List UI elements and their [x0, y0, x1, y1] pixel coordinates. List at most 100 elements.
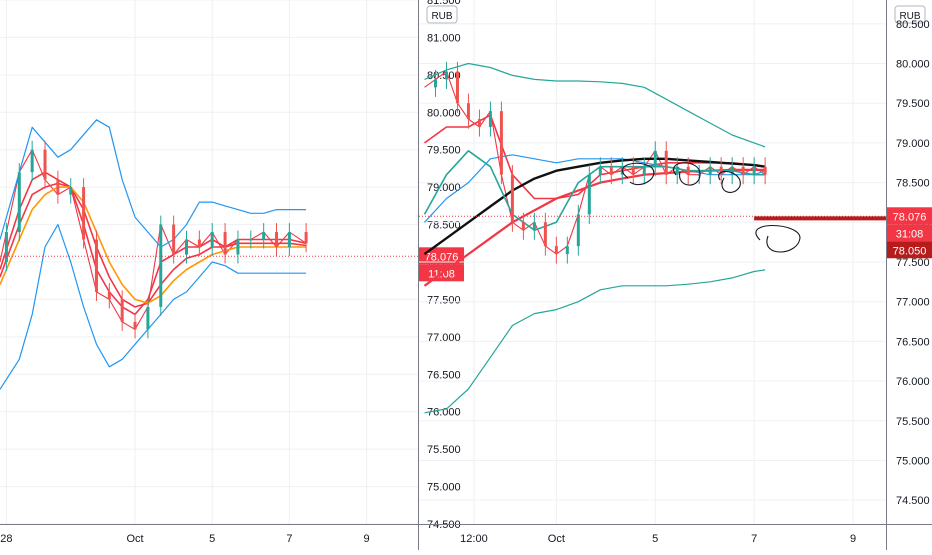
candle-body — [107, 291, 111, 300]
left-axis-unit-label: RUB — [431, 11, 452, 22]
left-chart-panel[interactable]: RUB 81.50081.00080.50080.00079.50079.000… — [0, 0, 464, 550]
x-tick-label: 5 — [652, 533, 658, 545]
y-tick-label: 79.000 — [427, 182, 461, 194]
right-axis-unit-label: RUB — [899, 11, 920, 22]
series-ema-fast — [0, 171, 307, 316]
x-tick-label: 9 — [363, 533, 369, 545]
candle-body — [642, 166, 646, 175]
candle-body — [30, 149, 34, 173]
candle-body — [719, 166, 723, 175]
series-ema-long — [423, 168, 766, 287]
x-tick-label: 9 — [850, 533, 856, 545]
candle-body — [433, 79, 437, 88]
candle-body — [653, 150, 657, 167]
candle-body — [466, 103, 470, 120]
candle-body — [4, 232, 8, 262]
y-tick-label: 81.000 — [427, 32, 461, 44]
y-tick-label: 75.500 — [427, 444, 461, 456]
current-price-badge — [887, 207, 932, 225]
y-tick-label: 81.500 — [427, 0, 461, 7]
series-ema-slow — [0, 186, 307, 305]
candle-body — [741, 166, 745, 175]
right-chart-panel[interactable]: RUB 80.50080.00079.50079.00078.50078.000… — [419, 0, 932, 550]
y-tick-label: 75.000 — [896, 455, 930, 467]
candle-body — [172, 224, 176, 255]
candle-body — [262, 232, 266, 240]
right-axis-unit-box[interactable] — [894, 5, 926, 24]
candle-body — [499, 111, 503, 175]
right-price-axis[interactable]: RUB 80.50080.00079.50079.00078.50078.000… — [886, 0, 930, 550]
left-series-group — [0, 119, 308, 390]
y-tick-label: 76.000 — [427, 407, 461, 419]
candle-body — [223, 232, 227, 255]
freehand-drawing[interactable] — [755, 225, 801, 253]
candle-body — [304, 232, 308, 244]
series-ema-slow — [423, 157, 766, 256]
y-tick-label: 75.000 — [427, 482, 461, 494]
candle-body — [197, 239, 201, 248]
series-ema-mid — [0, 182, 307, 308]
candle-body — [43, 149, 47, 180]
level-price-label: 78.050 — [893, 245, 927, 257]
candle-body — [184, 239, 188, 255]
candle-timer-badge — [887, 224, 932, 242]
candle-body — [521, 222, 525, 231]
y-tick-label: 74.500 — [896, 495, 930, 507]
x-tick-label: 28 — [0, 533, 12, 545]
y-tick-label: 75.500 — [896, 416, 930, 428]
y-tick-label: 79.500 — [896, 98, 930, 110]
series-bb-lower — [424, 269, 766, 414]
candle-body — [236, 239, 240, 255]
candle-body — [587, 174, 591, 215]
x-tick-label: 12:00 — [460, 533, 488, 545]
y-tick-label: 80.000 — [896, 59, 930, 71]
freehand-drawing[interactable] — [718, 170, 741, 193]
candle-body — [664, 150, 668, 175]
candle-timer-label: 31:08 — [896, 228, 924, 240]
current-price-label: 78.076 — [893, 211, 927, 223]
y-tick-label: 77.500 — [427, 294, 461, 306]
right-time-axis[interactable]: 12:00 Oct 5 7 9 — [419, 524, 932, 546]
right-series-group — [423, 61, 767, 414]
y-tick-label: 78.500 — [896, 178, 930, 190]
candle-body — [477, 119, 481, 128]
freehand-drawing[interactable] — [621, 162, 655, 186]
x-tick-label: 7 — [286, 533, 292, 545]
candle-body — [17, 172, 21, 233]
freehand-drawing[interactable] — [673, 162, 701, 186]
candle-body — [94, 239, 98, 292]
candle-body — [69, 187, 73, 195]
current-price-badge — [419, 247, 464, 265]
candle-body — [488, 111, 492, 128]
candle-body — [455, 71, 459, 104]
candle-body — [159, 224, 163, 307]
y-tick-label: 76.500 — [427, 369, 461, 381]
y-tick-label: 79.500 — [427, 145, 461, 157]
candle-body — [565, 246, 569, 255]
candle-body — [686, 166, 690, 175]
candle-body — [763, 166, 767, 175]
candle-body — [133, 321, 137, 330]
candle-body — [210, 232, 214, 248]
candle-body — [631, 166, 635, 175]
y-tick-label: 80.000 — [427, 107, 461, 119]
candle-body — [752, 166, 756, 175]
x-tick-label: 7 — [751, 533, 757, 545]
candle-body — [275, 232, 279, 248]
candle-body — [120, 299, 124, 322]
series-bb-lower — [0, 224, 307, 390]
right-price-badges: 78.076 31:08 78.050 — [419, 207, 932, 259]
left-axis-unit-box[interactable] — [426, 5, 458, 24]
left-time-axis[interactable]: 28 Oct 5 7 9 — [0, 524, 464, 546]
y-tick-label: 77.000 — [427, 332, 461, 344]
level-price-badge — [887, 241, 932, 259]
user-drawings[interactable] — [621, 162, 801, 253]
candle-body — [697, 174, 701, 176]
y-tick-label: 80.500 — [896, 19, 930, 31]
candle-body — [82, 187, 86, 240]
y-tick-label: 76.000 — [896, 376, 930, 388]
y-tick-label: 78.500 — [427, 220, 461, 232]
y-tick-label: 77.500 — [896, 257, 930, 269]
